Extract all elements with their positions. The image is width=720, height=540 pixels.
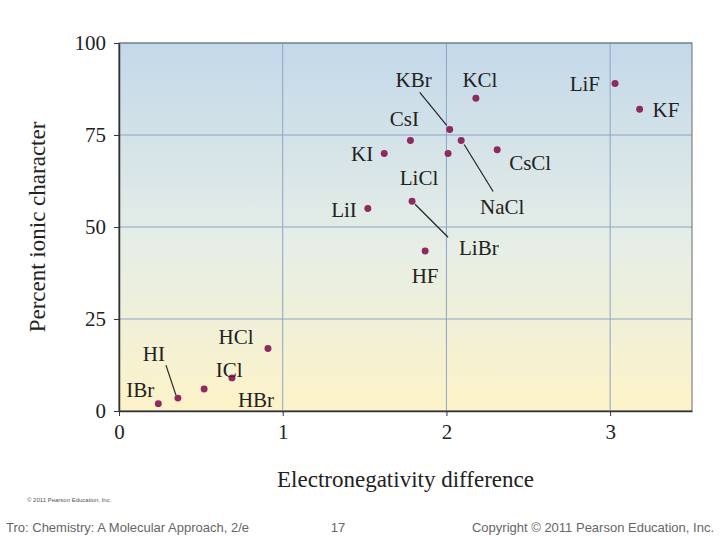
tick: 25 — [85, 307, 119, 331]
point — [472, 95, 479, 102]
leader-line — [166, 365, 176, 395]
point — [364, 205, 371, 212]
point — [612, 80, 619, 87]
point-label: HCl — [218, 325, 253, 349]
tick-label: 1 — [278, 420, 289, 444]
tick-label: 3 — [605, 420, 616, 444]
point-label: IBr — [126, 378, 154, 402]
point-label: NaCl — [480, 195, 524, 219]
footer-left: Tro: Chemistry: A Molecular Approach, 2/… — [6, 520, 249, 535]
point — [636, 106, 643, 113]
footer-right: Copyright © 2011 Pearson Education, Inc. — [472, 520, 714, 535]
point — [155, 400, 162, 407]
tick: 100 — [75, 31, 120, 55]
leader-line — [420, 92, 447, 125]
tick-label: 2 — [442, 420, 453, 444]
point-label: LiI — [331, 198, 357, 222]
tick: 75 — [85, 123, 119, 147]
tick-mark — [119, 411, 120, 416]
y-axis-title: Percent ionic character — [25, 121, 50, 332]
point-label: HF — [412, 264, 439, 288]
tick: 0 — [114, 411, 125, 444]
credit: © 2011 Pearson Education, Inc. — [27, 497, 112, 503]
tick-label: 100 — [75, 31, 107, 55]
point — [174, 395, 181, 402]
point — [407, 137, 414, 144]
point-label: LiBr — [459, 236, 499, 260]
point-labels: IBr HI ICl HBr HCl LiI KI CsI LiBr HF LiCl KBr NaCl K… — [126, 68, 679, 412]
point-label: LiF — [570, 72, 600, 96]
point-label: KI — [351, 142, 373, 166]
point-label: CsCl — [509, 151, 551, 175]
tick-mark — [114, 43, 119, 44]
point — [409, 198, 416, 205]
plot-background — [119, 43, 692, 411]
point-label: ICl — [216, 358, 243, 382]
tick-mark — [114, 411, 119, 412]
chart: 0 1 2 3 0 25 50 75 100 Electronegativity differen… — [0, 0, 720, 540]
point-label: HI — [143, 342, 165, 366]
tick: 3 — [605, 411, 616, 444]
tick-label: 0 — [96, 399, 107, 423]
point — [422, 247, 429, 254]
tick-mark — [610, 411, 611, 416]
point-label: KF — [653, 98, 680, 122]
point — [446, 126, 453, 133]
x-axis-title: Electronegativity difference — [277, 467, 534, 492]
point — [201, 385, 208, 392]
points — [155, 80, 643, 407]
point-label: LiCl — [400, 166, 439, 190]
tick-mark — [114, 135, 119, 136]
grid-line-y — [119, 319, 692, 320]
tick-label: 75 — [85, 123, 106, 147]
plot-frame — [119, 43, 692, 411]
x-axis: 0 1 2 3 — [114, 411, 692, 444]
axis-line — [120, 411, 693, 413]
point-label: KBr — [396, 68, 432, 92]
tick-mark — [114, 319, 119, 320]
tick-mark — [283, 411, 284, 416]
leader-line — [415, 204, 448, 237]
point-label: KCl — [462, 68, 497, 92]
tick-mark — [446, 411, 447, 416]
tick-mark — [114, 227, 119, 228]
point — [265, 345, 272, 352]
leader-line — [464, 145, 493, 192]
footer-page: 17 — [331, 520, 345, 535]
tick-label: 0 — [114, 420, 125, 444]
grid-line-y — [119, 135, 692, 136]
tick: 0 — [96, 399, 120, 423]
point — [381, 150, 388, 157]
grid — [119, 43, 692, 411]
tick: 1 — [278, 411, 289, 444]
tick: 2 — [442, 411, 453, 444]
point-label: CsI — [390, 107, 419, 131]
y-axis: 0 25 50 75 100 — [75, 31, 120, 423]
point — [458, 137, 465, 144]
point-label: HBr — [238, 388, 274, 412]
grid-line-y — [119, 227, 692, 228]
point — [445, 150, 452, 157]
tick-label: 50 — [85, 215, 106, 239]
tick-label: 25 — [85, 307, 106, 331]
point — [494, 146, 501, 153]
tick: 50 — [85, 215, 119, 239]
